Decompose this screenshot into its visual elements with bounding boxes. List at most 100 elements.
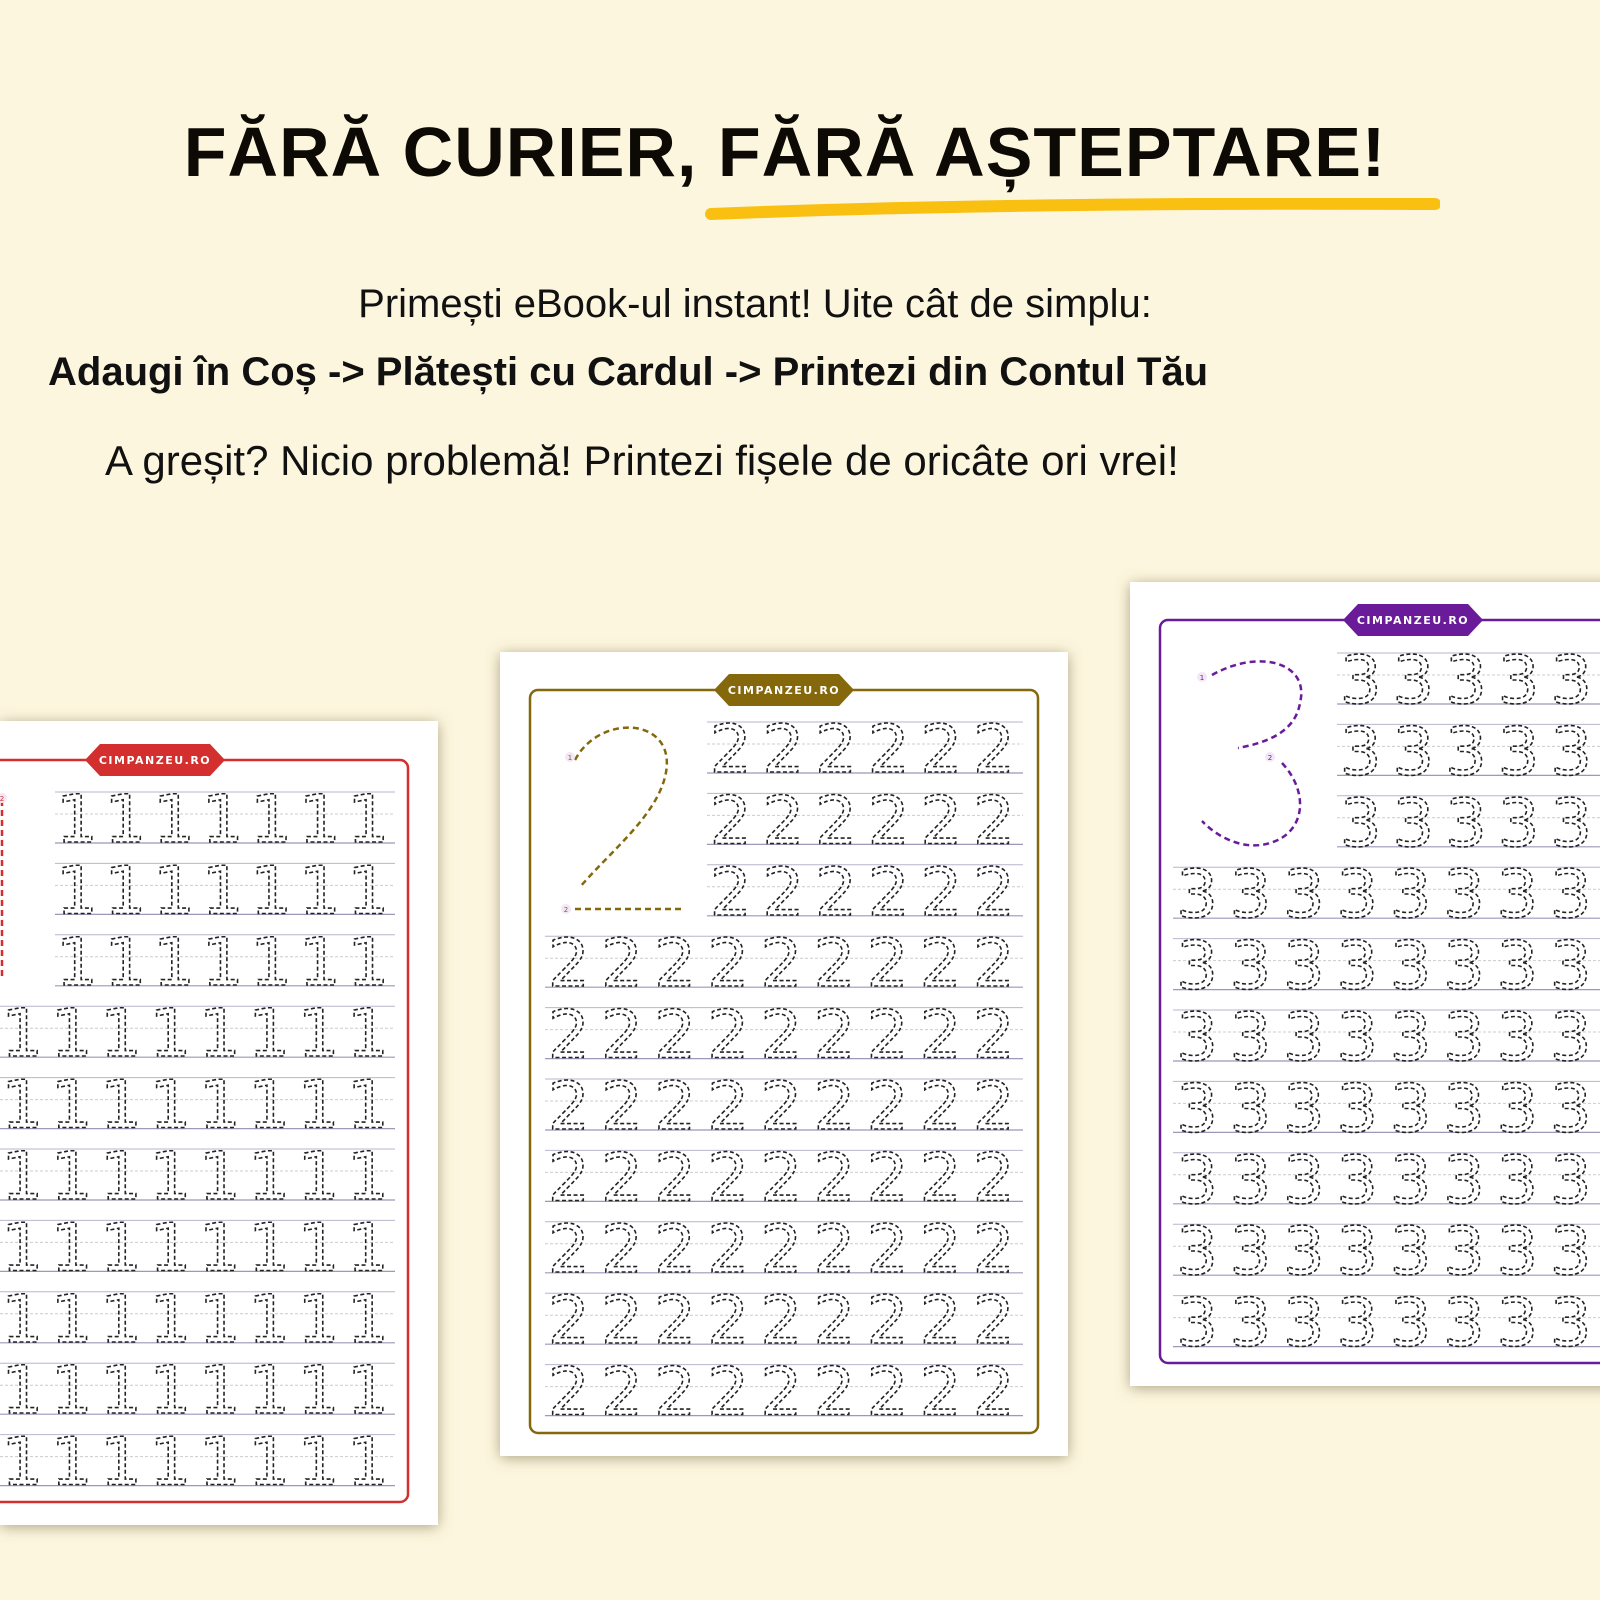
tracing-digit: 1 <box>347 1209 389 1286</box>
tracing-digit: 3 <box>1392 642 1434 719</box>
tracing-digit: 3 <box>1176 856 1218 933</box>
tracing-digit: 2 <box>654 997 696 1074</box>
tracing-digit: 2 <box>920 782 962 859</box>
tracing-digit: 2 <box>868 782 910 859</box>
tracing-digit: 2 <box>973 925 1015 1002</box>
tracing-digit: 2 <box>867 925 909 1002</box>
tracing-digit: 2 <box>760 1068 802 1145</box>
tracing-digit: 2 <box>973 854 1015 931</box>
tracing-digit: 2 <box>920 1139 962 1216</box>
tracing-digit: 3 <box>1336 1070 1378 1147</box>
tracing-digit: 2 <box>760 1354 802 1431</box>
tracing-digit: 1 <box>1 995 43 1072</box>
tracing-digit: 1 <box>347 1138 389 1215</box>
tracing-digit: 1 <box>104 924 146 1001</box>
tracing-digit: 1 <box>248 1424 290 1501</box>
tracing-digit: 1 <box>347 1067 389 1144</box>
tracing-digit: 2 <box>815 854 857 931</box>
tracing-digit: 2 <box>867 997 909 1074</box>
tracing-digit: 2 <box>813 1211 855 1288</box>
tracing-digit: 3 <box>1390 999 1432 1076</box>
tracing-digit: 2 <box>710 782 752 859</box>
tracing-digit: 1 <box>56 852 98 929</box>
tracing-digit: 3 <box>1336 1213 1378 1290</box>
tracing-digit: 3 <box>1496 1213 1538 1290</box>
worksheet-1: CIMPANZEU.RO1 1 1 1 1 1 11 1 1 1 1 1 11 1 1 1 1 1 11 1 1 1 1 1 1… <box>0 721 438 1525</box>
tracing-digit: 3 <box>1550 1285 1592 1362</box>
tracing-digit: 1 <box>100 1352 142 1429</box>
step-number-badge <box>1265 752 1275 762</box>
tracing-digit: 2 <box>760 1211 802 1288</box>
tracing-digit: 1 <box>51 1424 93 1501</box>
tracing-digit: 2 <box>868 711 910 788</box>
tracing-digit: 3 <box>1550 928 1592 1005</box>
brand-badge <box>1343 604 1483 636</box>
tracing-digit: 2 <box>920 711 962 788</box>
tracing-digit: 1 <box>51 1138 93 1215</box>
tracing-digit: 1 <box>1 1209 43 1286</box>
tracing-digit: 3 <box>1283 1142 1325 1219</box>
tracing-digit: 1 <box>100 1281 142 1358</box>
tracing-digit: 2 <box>868 854 910 931</box>
tracing-digit: 1 <box>248 1067 290 1144</box>
tracing-digit: 2 <box>707 1139 749 1216</box>
tracing-digit: 3 <box>1340 785 1382 862</box>
headline-part2: FĂRĂ AȘTEPTARE! <box>717 113 1387 191</box>
tracing-digit: 3 <box>1336 928 1378 1005</box>
steps-text: Adaugi în Coș -> Plătești cu Cardul -> P… <box>48 350 1209 394</box>
tracing-digit: 1 <box>51 995 93 1072</box>
tracing-digit: 2 <box>762 711 804 788</box>
tracing-digit: 2 <box>548 997 590 1074</box>
tracing-digit: 3 <box>1340 642 1382 719</box>
tracing-digit: 3 <box>1336 1285 1378 1362</box>
tracing-digit: 3 <box>1283 1213 1325 1290</box>
tracing-digit: 2 <box>813 997 855 1074</box>
tracing-digit: 2 <box>973 1139 1015 1216</box>
stroke-guide-arrow <box>1201 660 1303 847</box>
tracing-digit: 1 <box>347 1424 389 1501</box>
tracing-digit: 2 <box>760 997 802 1074</box>
tracing-digit: 2 <box>867 1211 909 1288</box>
tracing-digit: 2 <box>707 1211 749 1288</box>
tracing-digit: 2 <box>601 925 643 1002</box>
tracing-digit: 2 <box>710 711 752 788</box>
worksheet-3: CIMPANZEU.RO3 3 3 3 33 3 3 3 33 3 3 3 33 3 3 3 3 3 3 33 3 3 3 3… <box>1130 582 1600 1386</box>
tracing-digit: 2 <box>760 1139 802 1216</box>
headline: FĂRĂ CURIER, FĂRĂ AȘTEPTARE! <box>0 112 1570 192</box>
tracing-digit: 1 <box>104 781 146 858</box>
tracing-digit: 1 <box>250 924 292 1001</box>
tracing-digit: 1 <box>199 1209 241 1286</box>
tracing-digit: 2 <box>654 1139 696 1216</box>
tracing-digit: 2 <box>762 782 804 859</box>
tracing-digit: 3 <box>1283 856 1325 933</box>
tracing-digit: 1 <box>347 924 389 1001</box>
tracing-digit: 3 <box>1496 1285 1538 1362</box>
tracing-digit: 1 <box>297 1138 339 1215</box>
tracing-digit: 1 <box>149 1138 191 1215</box>
tracing-digit: 2 <box>973 711 1015 788</box>
tracing-digit: 2 <box>920 854 962 931</box>
tracing-digit: 1 <box>248 995 290 1072</box>
tracing-digit: 2 <box>654 925 696 1002</box>
tracing-digit: 2 <box>601 1354 643 1431</box>
tracing-digit: 1 <box>51 1352 93 1429</box>
tracing-digit: 1 <box>248 1352 290 1429</box>
step-number: 2 <box>1268 754 1272 762</box>
tracing-digit: 3 <box>1176 1285 1218 1362</box>
tracing-digit: 3 <box>1497 713 1539 790</box>
tracing-digit: 1 <box>51 1067 93 1144</box>
tracing-digit: 2 <box>973 1068 1015 1145</box>
tracing-digit: 2 <box>815 711 857 788</box>
step-number: 1 <box>568 754 572 762</box>
tracing-digit: 3 <box>1229 1070 1271 1147</box>
